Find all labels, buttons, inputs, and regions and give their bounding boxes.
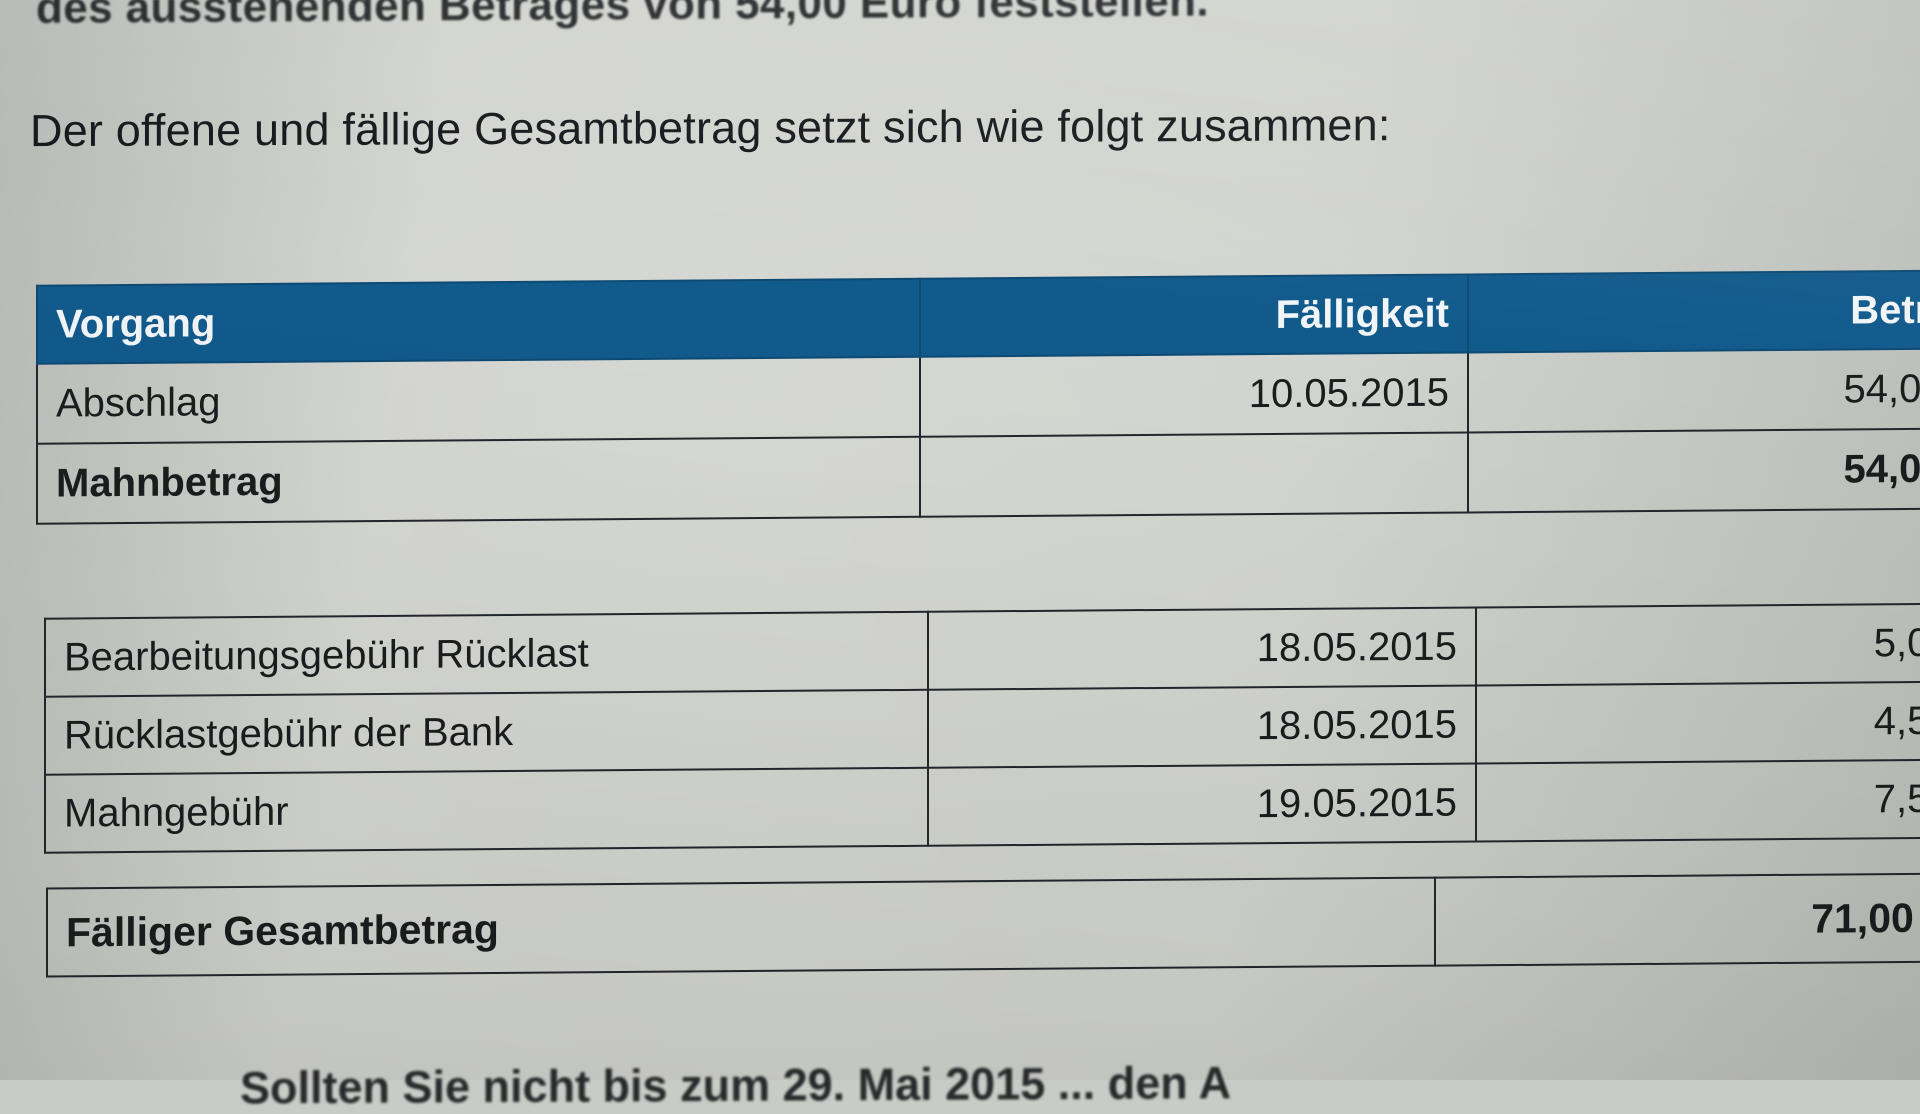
cut-off-bottom-line: Sollten Sie nicht bis zum 29. Mai 2015 .… (240, 1057, 1232, 1114)
cell-betrag: 54,00 € (1468, 428, 1920, 513)
table-total: Fälliger Gesamtbetrag 71,00 € (46, 872, 1920, 977)
cell-betrag: 7,50 € (1476, 759, 1920, 842)
table-main: Vorgang Fälligkeit Betrag Abschlag 10.05… (36, 269, 1920, 524)
cell-faelligkeit (920, 432, 1468, 517)
cell-betrag: 54,00 € (1468, 348, 1920, 433)
cell-faelligkeit: 18.05.2015 (928, 685, 1476, 768)
cell-vorgang: Mahnbetrag (37, 436, 920, 524)
cell-total-label: Fälliger Gesamtbetrag (47, 877, 1435, 977)
cell-faelligkeit: 10.05.2015 (920, 352, 1468, 437)
table-row: Abschlag 10.05.2015 54,00 € (37, 348, 1920, 444)
table-main-body: Abschlag 10.05.2015 54,00 € Mahnbetrag 5… (37, 348, 1920, 524)
table-total-body: Fälliger Gesamtbetrag 71,00 € (47, 873, 1920, 977)
table-header-row: Vorgang Fälligkeit Betrag (37, 270, 1920, 364)
paper-background (0, 0, 1920, 1080)
cell-vorgang: Bearbeitungsgebühr Rücklast (45, 611, 928, 697)
cell-betrag: 5,00 € (1476, 603, 1920, 686)
cell-faelligkeit: 18.05.2015 (928, 607, 1476, 690)
cell-vorgang: Mahngebühr (45, 767, 928, 853)
table-row: Mahngebühr 19.05.2015 7,50 € (45, 759, 1920, 853)
table-row: Rücklastgebühr der Bank 18.05.2015 4,50 … (45, 681, 1920, 775)
cell-betrag: 4,50 € (1476, 681, 1920, 764)
cut-off-top-line: des ausstehenden Betrages von 54,00 Euro… (36, 0, 1209, 33)
cell-faelligkeit: 19.05.2015 (928, 763, 1476, 846)
table-fees: Bearbeitungsgebühr Rücklast 18.05.2015 5… (44, 602, 1920, 853)
table-row: Bearbeitungsgebühr Rücklast 18.05.2015 5… (45, 603, 1920, 697)
table-row-total: Fälliger Gesamtbetrag 71,00 € (47, 873, 1920, 977)
column-header-betrag: Betrag (1468, 270, 1920, 353)
cell-total-amount: 71,00 € (1435, 873, 1920, 966)
cell-vorgang: Rücklastgebühr der Bank (45, 689, 928, 775)
table-fees-body: Bearbeitungsgebühr Rücklast 18.05.2015 5… (45, 603, 1920, 853)
column-header-vorgang: Vorgang (37, 278, 920, 364)
intro-paragraph: Der offene und fällige Gesamtbetrag setz… (30, 99, 1391, 157)
table-main-header: Vorgang Fälligkeit Betrag (37, 270, 1920, 364)
table-row-mahnbetrag: Mahnbetrag 54,00 € (37, 428, 1920, 524)
column-header-faelligkeit: Fälligkeit (920, 274, 1468, 357)
document-content: des ausstehenden Betrages von 54,00 Euro… (30, 0, 1920, 1113)
cell-vorgang: Abschlag (37, 356, 920, 444)
